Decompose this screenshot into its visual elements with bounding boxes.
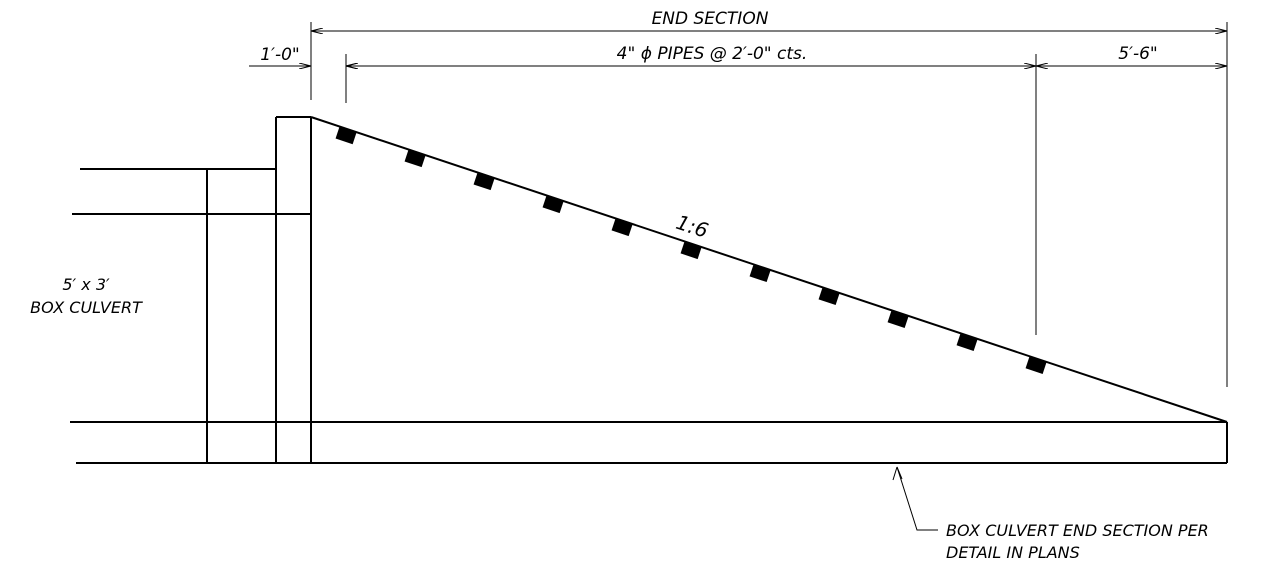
pipe-spacing-dimension: 1′-0" 4" ϕ PIPES @ 2′-0" cts. 5′-6": [249, 44, 1227, 335]
pipe: [818, 287, 840, 306]
pipe: [887, 310, 909, 328]
note-line-2: DETAIL IN PLANS: [946, 543, 1080, 562]
note-leader-line: [896, 466, 938, 531]
pipe: [956, 333, 978, 351]
end-section-label: END SECTION: [652, 9, 769, 29]
pipe: [749, 264, 771, 283]
pipe: [335, 127, 357, 145]
pipe: [473, 173, 495, 191]
pipe: [1025, 356, 1047, 374]
pipe: [680, 241, 702, 260]
box-culvert: [70, 168, 1228, 464]
headwall: [275, 116, 312, 463]
end-section-dimension: END SECTION: [310, 9, 1228, 387]
note-line-1: BOX CULVERT END SECTION PER: [946, 521, 1209, 540]
slope-label: 1:6: [673, 210, 711, 243]
slope-line: [310, 116, 1228, 423]
left-offset-label: 1′-0": [260, 45, 299, 65]
pipe: [404, 150, 426, 168]
note-leader: BOX CULVERT END SECTION PER DETAIL IN PL…: [892, 466, 1209, 562]
culvert-type-label: BOX CULVERT: [30, 298, 143, 317]
pipes-label: 4" ϕ PIPES @ 2′-0" cts.: [617, 44, 808, 64]
pipe: [542, 196, 564, 214]
culvert-size-label: 5′ x 3′: [62, 275, 110, 294]
right-offset-label: 5′-6": [1118, 44, 1157, 64]
pipe: [611, 219, 633, 237]
pipes-group: [335, 127, 1047, 374]
note-leader-arrow: [892, 466, 903, 481]
